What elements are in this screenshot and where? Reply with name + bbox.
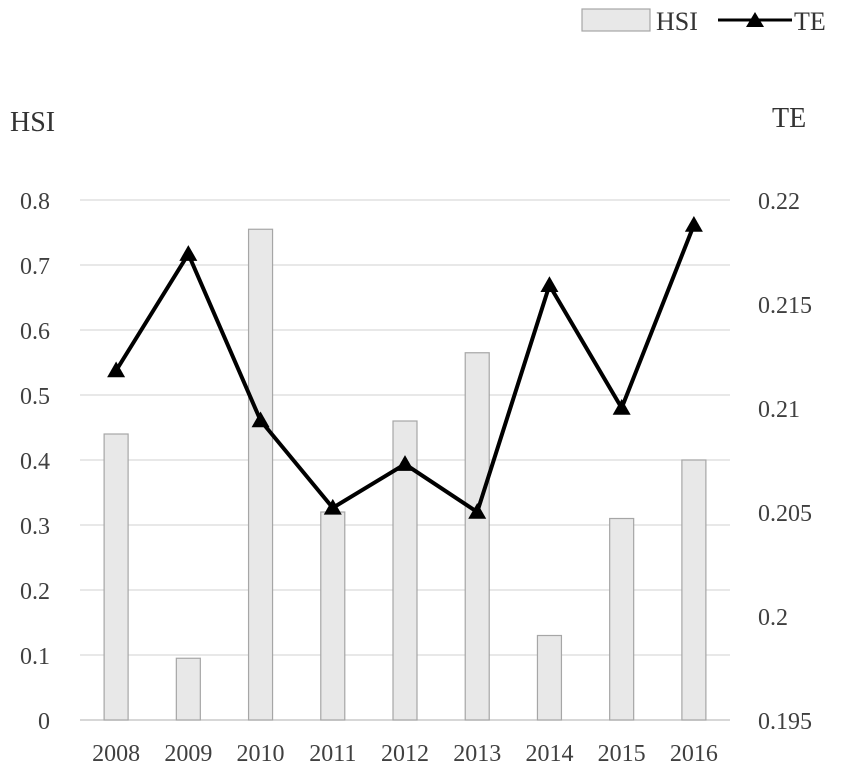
hsi-bar: [247, 228, 274, 721]
left-tick-label: 0.2: [20, 579, 50, 605]
hsi-bar: [175, 657, 201, 721]
left-tick-label: 0.7: [20, 254, 50, 280]
right-tick-label: 0.205: [758, 501, 812, 527]
te-marker: [684, 215, 703, 232]
te-marker: [468, 503, 487, 519]
right-tick-label: 0.2: [758, 605, 788, 631]
x-tick-label: 2016: [670, 741, 718, 767]
hsi-bars: [103, 228, 707, 721]
left-tick-label: 0.3: [20, 514, 50, 540]
x-tick-label: 2013: [453, 741, 501, 767]
x-axis-ticks: 2008 2009 2010 2011 2012 2013 2014 2015 2016: [92, 741, 718, 767]
right-tick-label: 0.215: [758, 293, 812, 319]
legend-te-marker: [746, 12, 764, 27]
te-marker: [179, 245, 198, 261]
x-tick-label: 2010: [237, 741, 285, 767]
right-axis-title: TE: [772, 103, 806, 134]
left-tick-label: 0.5: [20, 384, 50, 410]
legend: HSI TE: [581, 7, 826, 36]
te-marker: [323, 498, 342, 515]
left-tick-label: 0.1: [20, 644, 50, 670]
x-tick-label: 2011: [309, 741, 356, 767]
hsi-bar: [681, 459, 707, 721]
left-axis-ticks: 0 0.1 0.2 0.3 0.4 0.5 0.6 0.7 0.8: [20, 189, 50, 735]
hsi-bar: [536, 634, 563, 721]
x-tick-label: 2008: [92, 741, 140, 767]
legend-hsi-swatch: [581, 8, 651, 32]
left-axis-title: HSI: [10, 107, 55, 138]
legend-hsi-label: HSI: [656, 7, 698, 36]
hsi-bar: [103, 433, 129, 721]
right-tick-label: 0.195: [758, 709, 812, 735]
x-tick-label: 2014: [525, 741, 573, 767]
te-marker: [612, 399, 631, 415]
x-tick-label: 2015: [598, 741, 646, 767]
right-tick-label: 0.21: [758, 397, 800, 423]
te-marker: [251, 411, 270, 428]
x-tick-label: 2012: [381, 741, 429, 767]
right-tick-label: 0.22: [758, 189, 800, 215]
te-marker: [540, 276, 559, 293]
left-tick-label: 0: [38, 709, 50, 735]
hsi-bar: [464, 352, 490, 721]
hsi-bar: [609, 517, 635, 721]
right-axis-ticks: 0.195 0.2 0.205 0.21 0.215 0.22: [758, 189, 812, 735]
te-marker: [396, 455, 414, 471]
te-marker: [107, 361, 126, 378]
x-tick-label: 2009: [164, 741, 212, 767]
legend-te-label: TE: [794, 7, 826, 36]
hsi-bar: [320, 511, 346, 721]
te-line-series: [107, 215, 703, 519]
left-tick-label: 0.4: [20, 449, 50, 475]
left-tick-label: 0.8: [20, 189, 50, 215]
left-tick-label: 0.6: [20, 319, 50, 345]
